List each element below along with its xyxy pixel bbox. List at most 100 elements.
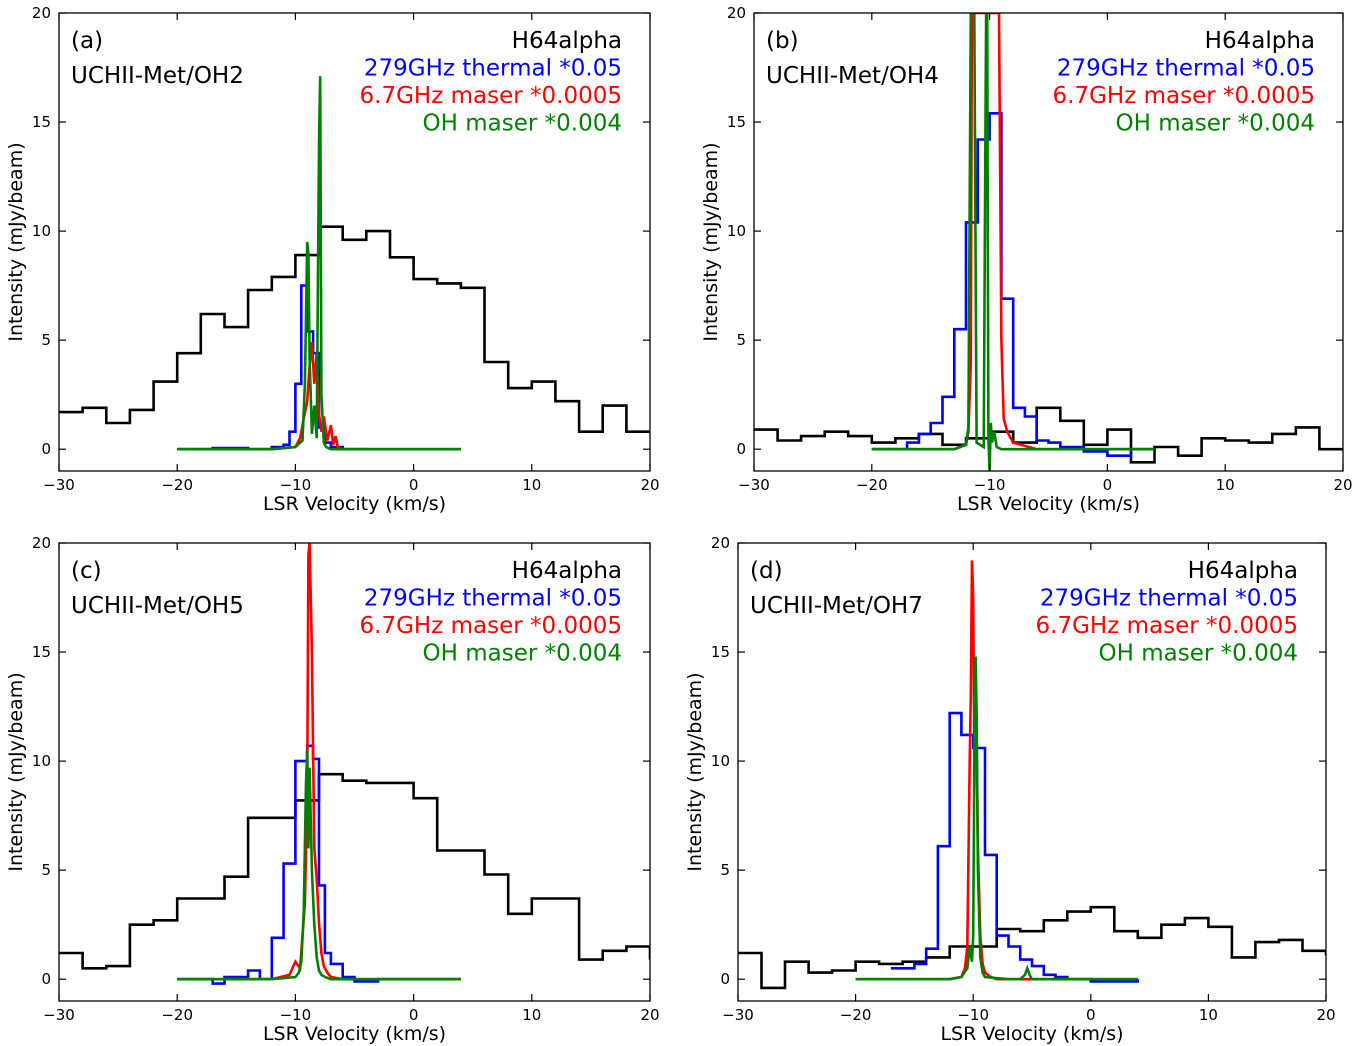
y-tick-label: 5: [41, 331, 51, 349]
y-tick-label: 20: [711, 534, 730, 552]
x-tick-label: 10: [1216, 476, 1235, 494]
legend-entry: 279GHz thermal *0.05: [364, 56, 622, 82]
y-tick-label: 20: [32, 4, 51, 22]
x-axis-label: LSR Velocity (km/s): [957, 493, 1140, 515]
panel-label: (c): [71, 558, 102, 584]
y-tick-label: 15: [727, 113, 746, 131]
x-axis-label: LSR Velocity (km/s): [940, 1023, 1123, 1045]
legend-entry: 279GHz thermal *0.05: [364, 586, 622, 612]
legend-entry: OH maser *0.004: [423, 641, 622, 667]
x-tick-label: 0: [409, 1006, 419, 1024]
panel-label: (b): [766, 28, 799, 54]
plot-frame: [58, 542, 651, 1002]
plot-area: [59, 76, 650, 451]
legend-entry: 279GHz thermal *0.05: [1057, 56, 1315, 82]
legend-entry: H64alpha: [512, 28, 622, 54]
legend-entry: 6.7GHz maser *0.0005: [360, 613, 622, 639]
series-line-3: [855, 656, 1138, 981]
y-tick-label: 10: [32, 222, 51, 240]
series-line-3: [871, 13, 1155, 471]
series-line-0: [59, 772, 650, 970]
legend-entry: H64alpha: [1205, 28, 1315, 54]
source-name: UCHII-Met/OH5: [71, 593, 244, 619]
source-name: UCHII-Met/OH4: [766, 63, 939, 89]
panel-1: −30 −20 −10 0 10 20 0 5 10 15 20 LSR Velocity (km/s…: [700, 4, 1353, 515]
x-tick-label: 20: [1333, 476, 1352, 494]
x-tick-label: −20: [161, 1006, 193, 1024]
panel-2: −30 −20 −10 0 10 20 0 5 10 15 20 LSR Velocity (km/s…: [5, 534, 660, 1045]
y-tick-label: 0: [41, 440, 51, 458]
x-tick-label: −30: [43, 476, 75, 494]
x-tick-label: 20: [640, 1006, 659, 1024]
legend-entry: OH maser *0.004: [1099, 641, 1298, 667]
y-tick-label: 5: [41, 861, 51, 879]
y-tick-label: 0: [736, 440, 746, 458]
x-tick-label: 0: [1086, 1006, 1096, 1024]
x-tick-label: 20: [1316, 1006, 1335, 1024]
plot-frame: [58, 12, 651, 472]
y-tick-label: 10: [32, 752, 51, 770]
plot-area: [59, 543, 650, 985]
y-tick-label: 0: [720, 970, 730, 988]
y-tick-label: 15: [32, 643, 51, 661]
panel-0: −30 −20 −10 0 10 20 0 5 10 15 20 LSR Velocity (km/s…: [5, 4, 660, 515]
x-tick-label: −20: [161, 476, 193, 494]
x-tick-label: 10: [1199, 1006, 1218, 1024]
x-tick-label: −10: [280, 476, 312, 494]
y-tick-label: 5: [736, 331, 746, 349]
legend-entry: OH maser *0.004: [1116, 111, 1315, 137]
x-tick-label: 0: [409, 476, 419, 494]
y-axis-label: Intensity (mJy/beam): [5, 142, 27, 341]
panel-label: (a): [71, 28, 103, 54]
x-tick-label: −10: [280, 1006, 312, 1024]
legend-entry: 6.7GHz maser *0.0005: [360, 83, 622, 109]
series-line-0: [59, 225, 650, 433]
y-tick-label: 15: [711, 643, 730, 661]
y-tick-label: 20: [32, 534, 51, 552]
series-line-2: [177, 543, 461, 981]
series-line-1: [177, 744, 461, 985]
legend-entry: 6.7GHz maser *0.0005: [1053, 83, 1315, 109]
plot-frame: [753, 12, 1344, 472]
x-tick-label: −30: [722, 1006, 754, 1024]
x-tick-label: 10: [522, 476, 541, 494]
x-tick-label: −20: [840, 1006, 872, 1024]
x-tick-label: 10: [522, 1006, 541, 1024]
y-axis-label: Intensity (mJy/beam): [700, 142, 722, 341]
series-line-1: [890, 711, 1140, 983]
y-tick-label: 0: [41, 970, 51, 988]
series-line-2: [855, 560, 1138, 981]
legend-entry: 6.7GHz maser *0.0005: [1036, 613, 1298, 639]
x-tick-label: −10: [957, 1006, 989, 1024]
x-axis-label: LSR Velocity (km/s): [263, 493, 446, 515]
source-name: UCHII-Met/OH2: [71, 63, 244, 89]
legend-entry: 279GHz thermal *0.05: [1040, 586, 1298, 612]
series-line-3: [177, 750, 461, 981]
plot-frame: [737, 542, 1327, 1002]
panel-3: −30 −20 −10 0 10 20 0 5 10 15 20 LSR Velocity (km/s…: [684, 534, 1336, 1045]
series-line-3: [177, 76, 461, 451]
x-tick-label: −30: [738, 476, 770, 494]
x-tick-label: 20: [640, 476, 659, 494]
source-name: UCHII-Met/OH7: [750, 593, 923, 619]
y-tick-label: 5: [720, 861, 730, 879]
series-line-1: [871, 112, 1155, 457]
x-tick-label: −30: [43, 1006, 75, 1024]
legend-entry: H64alpha: [512, 558, 622, 584]
plot-area: [754, 13, 1343, 471]
y-tick-label: 20: [727, 4, 746, 22]
series-line-2: [177, 342, 461, 451]
legend-entry: H64alpha: [1188, 558, 1298, 584]
y-axis-label: Intensity (mJy/beam): [684, 672, 706, 871]
y-axis-label: Intensity (mJy/beam): [5, 672, 27, 871]
series-line-0: [754, 406, 1343, 464]
x-axis-label: LSR Velocity (km/s): [263, 1023, 446, 1045]
y-tick-label: 15: [32, 113, 51, 131]
plot-area: [738, 560, 1326, 990]
x-tick-label: −20: [856, 476, 888, 494]
x-tick-label: 0: [1103, 476, 1113, 494]
y-tick-label: 10: [727, 222, 746, 240]
series-line-0: [738, 905, 1326, 990]
legend-entry: OH maser *0.004: [423, 111, 622, 137]
